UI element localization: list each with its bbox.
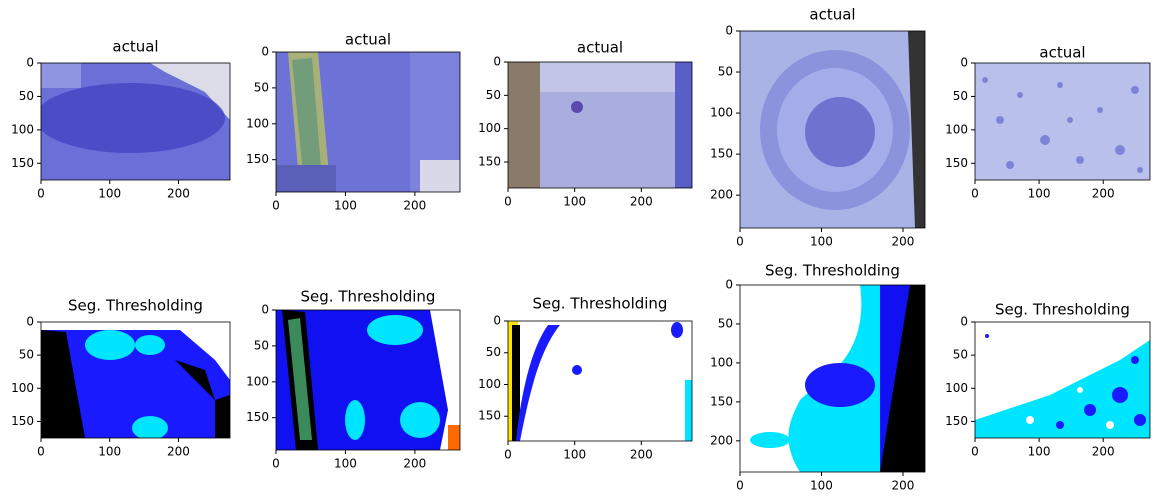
y-tick-label: 100 (945, 122, 968, 136)
y-tick-label: 150 (11, 156, 34, 170)
x-tick-label: 100 (1028, 445, 1051, 459)
subplot-title: Seg. Thresholding (995, 301, 1130, 319)
x-tick-label: 100 (334, 457, 357, 471)
y-tick-label: 100 (478, 377, 501, 391)
x-tick-label: 200 (892, 479, 915, 493)
y-tick-label: 0 (725, 24, 733, 38)
y-tick-label: 150 (246, 410, 269, 424)
x-tick-label: 100 (98, 445, 121, 459)
x-tick-label: 200 (630, 195, 653, 209)
image (276, 52, 460, 192)
y-tick-label: 200 (710, 188, 733, 202)
x-tick-label: 0 (736, 235, 744, 249)
x-tick-label: 0 (971, 187, 979, 201)
y-tick-label: 0 (26, 315, 34, 329)
x-tick-label: 0 (272, 457, 280, 471)
x-tick-label: 100 (563, 448, 586, 462)
y-tick-label: 100 (246, 116, 269, 130)
subplot-title: Seg. Thresholding (68, 297, 203, 315)
subplot-title: Seg. Thresholding (765, 262, 900, 280)
y-tick-label: 150 (710, 394, 733, 408)
y-tick-label: 100 (710, 355, 733, 369)
x-tick-label: 200 (403, 457, 426, 471)
y-tick-label: 100 (11, 381, 34, 395)
y-tick-label: 200 (710, 433, 733, 447)
y-tick-label: 150 (710, 147, 733, 161)
y-tick-label: 0 (261, 45, 269, 59)
subplot-title: actual (345, 31, 391, 49)
x-tick-label: 200 (892, 235, 915, 249)
y-tick-label: 50 (254, 338, 269, 352)
image (508, 321, 692, 441)
x-tick-label: 200 (1092, 187, 1115, 201)
y-tick-label: 150 (478, 409, 501, 423)
y-tick-label: 50 (953, 348, 968, 362)
y-tick-label: 150 (11, 414, 34, 428)
x-tick-label: 0 (272, 199, 280, 213)
y-tick-label: 50 (19, 89, 34, 103)
x-tick-label: 100 (98, 187, 121, 201)
y-tick-label: 150 (478, 155, 501, 169)
x-tick-label: 100 (810, 479, 833, 493)
x-tick-label: 200 (167, 187, 190, 201)
y-tick-label: 100 (710, 106, 733, 120)
y-tick-label: 100 (246, 374, 269, 388)
x-tick-label: 0 (736, 479, 744, 493)
y-tick-label: 150 (246, 152, 269, 166)
y-tick-label: 50 (19, 348, 34, 362)
y-tick-label: 0 (960, 315, 968, 329)
y-tick-label: 0 (493, 55, 501, 69)
x-tick-label: 0 (37, 445, 45, 459)
x-tick-label: 200 (630, 448, 653, 462)
subplot-title: actual (112, 38, 158, 56)
y-tick-label: 50 (486, 345, 501, 359)
image (41, 322, 230, 440)
image (276, 310, 460, 450)
x-tick-label: 100 (810, 235, 833, 249)
y-tick-label: 100 (945, 381, 968, 395)
x-tick-label: 200 (1092, 445, 1115, 459)
y-tick-label: 150 (945, 156, 968, 170)
y-tick-label: 0 (26, 56, 34, 70)
y-tick-label: 0 (725, 278, 733, 292)
x-tick-label: 100 (334, 199, 357, 213)
subplot-title: Seg. Thresholding (533, 295, 668, 313)
subplot-title: Seg. Thresholding (301, 288, 436, 306)
image (975, 322, 1150, 438)
subplot-title: actual (577, 39, 623, 57)
figure: actual 0 100 200 0 50 100 150 actual 0 100 200 0 50 10… (0, 0, 1152, 499)
y-tick-label: 50 (953, 89, 968, 103)
y-tick-label: 150 (945, 414, 968, 428)
y-tick-label: 100 (478, 121, 501, 135)
y-tick-label: 0 (493, 314, 501, 328)
image (740, 31, 925, 228)
x-tick-label: 0 (504, 448, 512, 462)
x-tick-label: 0 (37, 187, 45, 201)
image (35, 63, 230, 180)
x-tick-label: 0 (971, 445, 979, 459)
image (975, 63, 1150, 180)
image (740, 285, 925, 472)
y-tick-label: 50 (254, 80, 269, 94)
x-tick-label: 0 (504, 195, 512, 209)
y-tick-label: 100 (11, 122, 34, 136)
y-tick-label: 50 (486, 88, 501, 102)
y-tick-label: 50 (718, 65, 733, 79)
subplot-title: actual (809, 6, 855, 24)
x-tick-label: 100 (1028, 187, 1051, 201)
x-tick-label: 200 (167, 445, 190, 459)
y-tick-label: 0 (261, 303, 269, 317)
image (508, 62, 692, 188)
subplot-title: actual (1039, 44, 1085, 62)
y-tick-label: 0 (960, 56, 968, 70)
x-tick-label: 100 (563, 195, 586, 209)
y-tick-label: 50 (718, 316, 733, 330)
x-tick-label: 200 (403, 199, 426, 213)
